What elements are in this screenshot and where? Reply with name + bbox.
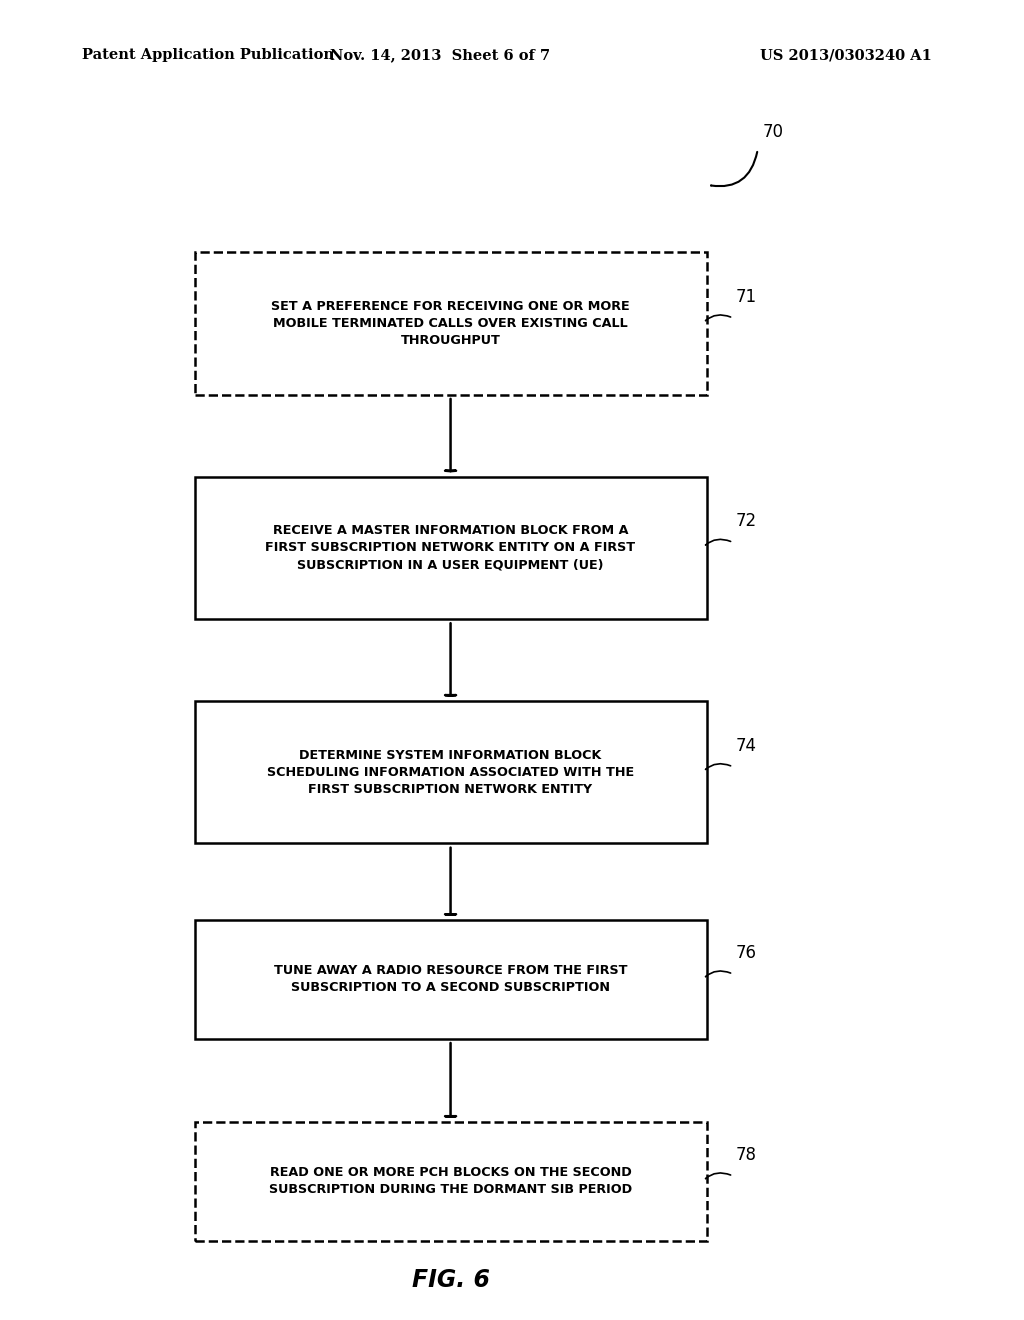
Bar xyxy=(195,252,707,395)
Text: RECEIVE A MASTER INFORMATION BLOCK FROM A
FIRST SUBSCRIPTION NETWORK ENTITY ON A: RECEIVE A MASTER INFORMATION BLOCK FROM … xyxy=(265,524,636,572)
Text: TUNE AWAY A RADIO RESOURCE FROM THE FIRST
SUBSCRIPTION TO A SECOND SUBSCRIPTION: TUNE AWAY A RADIO RESOURCE FROM THE FIRS… xyxy=(273,965,628,994)
Text: 76: 76 xyxy=(735,944,757,962)
Text: READ ONE OR MORE PCH BLOCKS ON THE SECOND
SUBSCRIPTION DURING THE DORMANT SIB PE: READ ONE OR MORE PCH BLOCKS ON THE SECON… xyxy=(269,1167,632,1196)
Text: Patent Application Publication: Patent Application Publication xyxy=(82,49,334,62)
Text: 78: 78 xyxy=(735,1146,757,1164)
FancyArrowPatch shape xyxy=(706,764,731,770)
Text: US 2013/0303240 A1: US 2013/0303240 A1 xyxy=(760,49,932,62)
Text: 74: 74 xyxy=(735,737,757,755)
Text: 71: 71 xyxy=(735,288,757,306)
Text: Nov. 14, 2013  Sheet 6 of 7: Nov. 14, 2013 Sheet 6 of 7 xyxy=(331,49,550,62)
Bar xyxy=(195,920,707,1039)
Text: 72: 72 xyxy=(735,512,757,531)
Text: SET A PREFERENCE FOR RECEIVING ONE OR MORE
MOBILE TERMINATED CALLS OVER EXISTING: SET A PREFERENCE FOR RECEIVING ONE OR MO… xyxy=(271,300,630,347)
FancyArrowPatch shape xyxy=(706,1173,731,1179)
Text: 70: 70 xyxy=(763,123,784,141)
Bar xyxy=(195,1122,707,1241)
Text: DETERMINE SYSTEM INFORMATION BLOCK
SCHEDULING INFORMATION ASSOCIATED WITH THE
FI: DETERMINE SYSTEM INFORMATION BLOCK SCHED… xyxy=(267,748,634,796)
FancyArrowPatch shape xyxy=(706,315,731,321)
Bar xyxy=(195,701,707,843)
Bar xyxy=(195,477,707,619)
FancyArrowPatch shape xyxy=(706,972,731,977)
FancyArrowPatch shape xyxy=(711,152,757,186)
FancyArrowPatch shape xyxy=(706,540,731,545)
Text: FIG. 6: FIG. 6 xyxy=(412,1269,489,1292)
